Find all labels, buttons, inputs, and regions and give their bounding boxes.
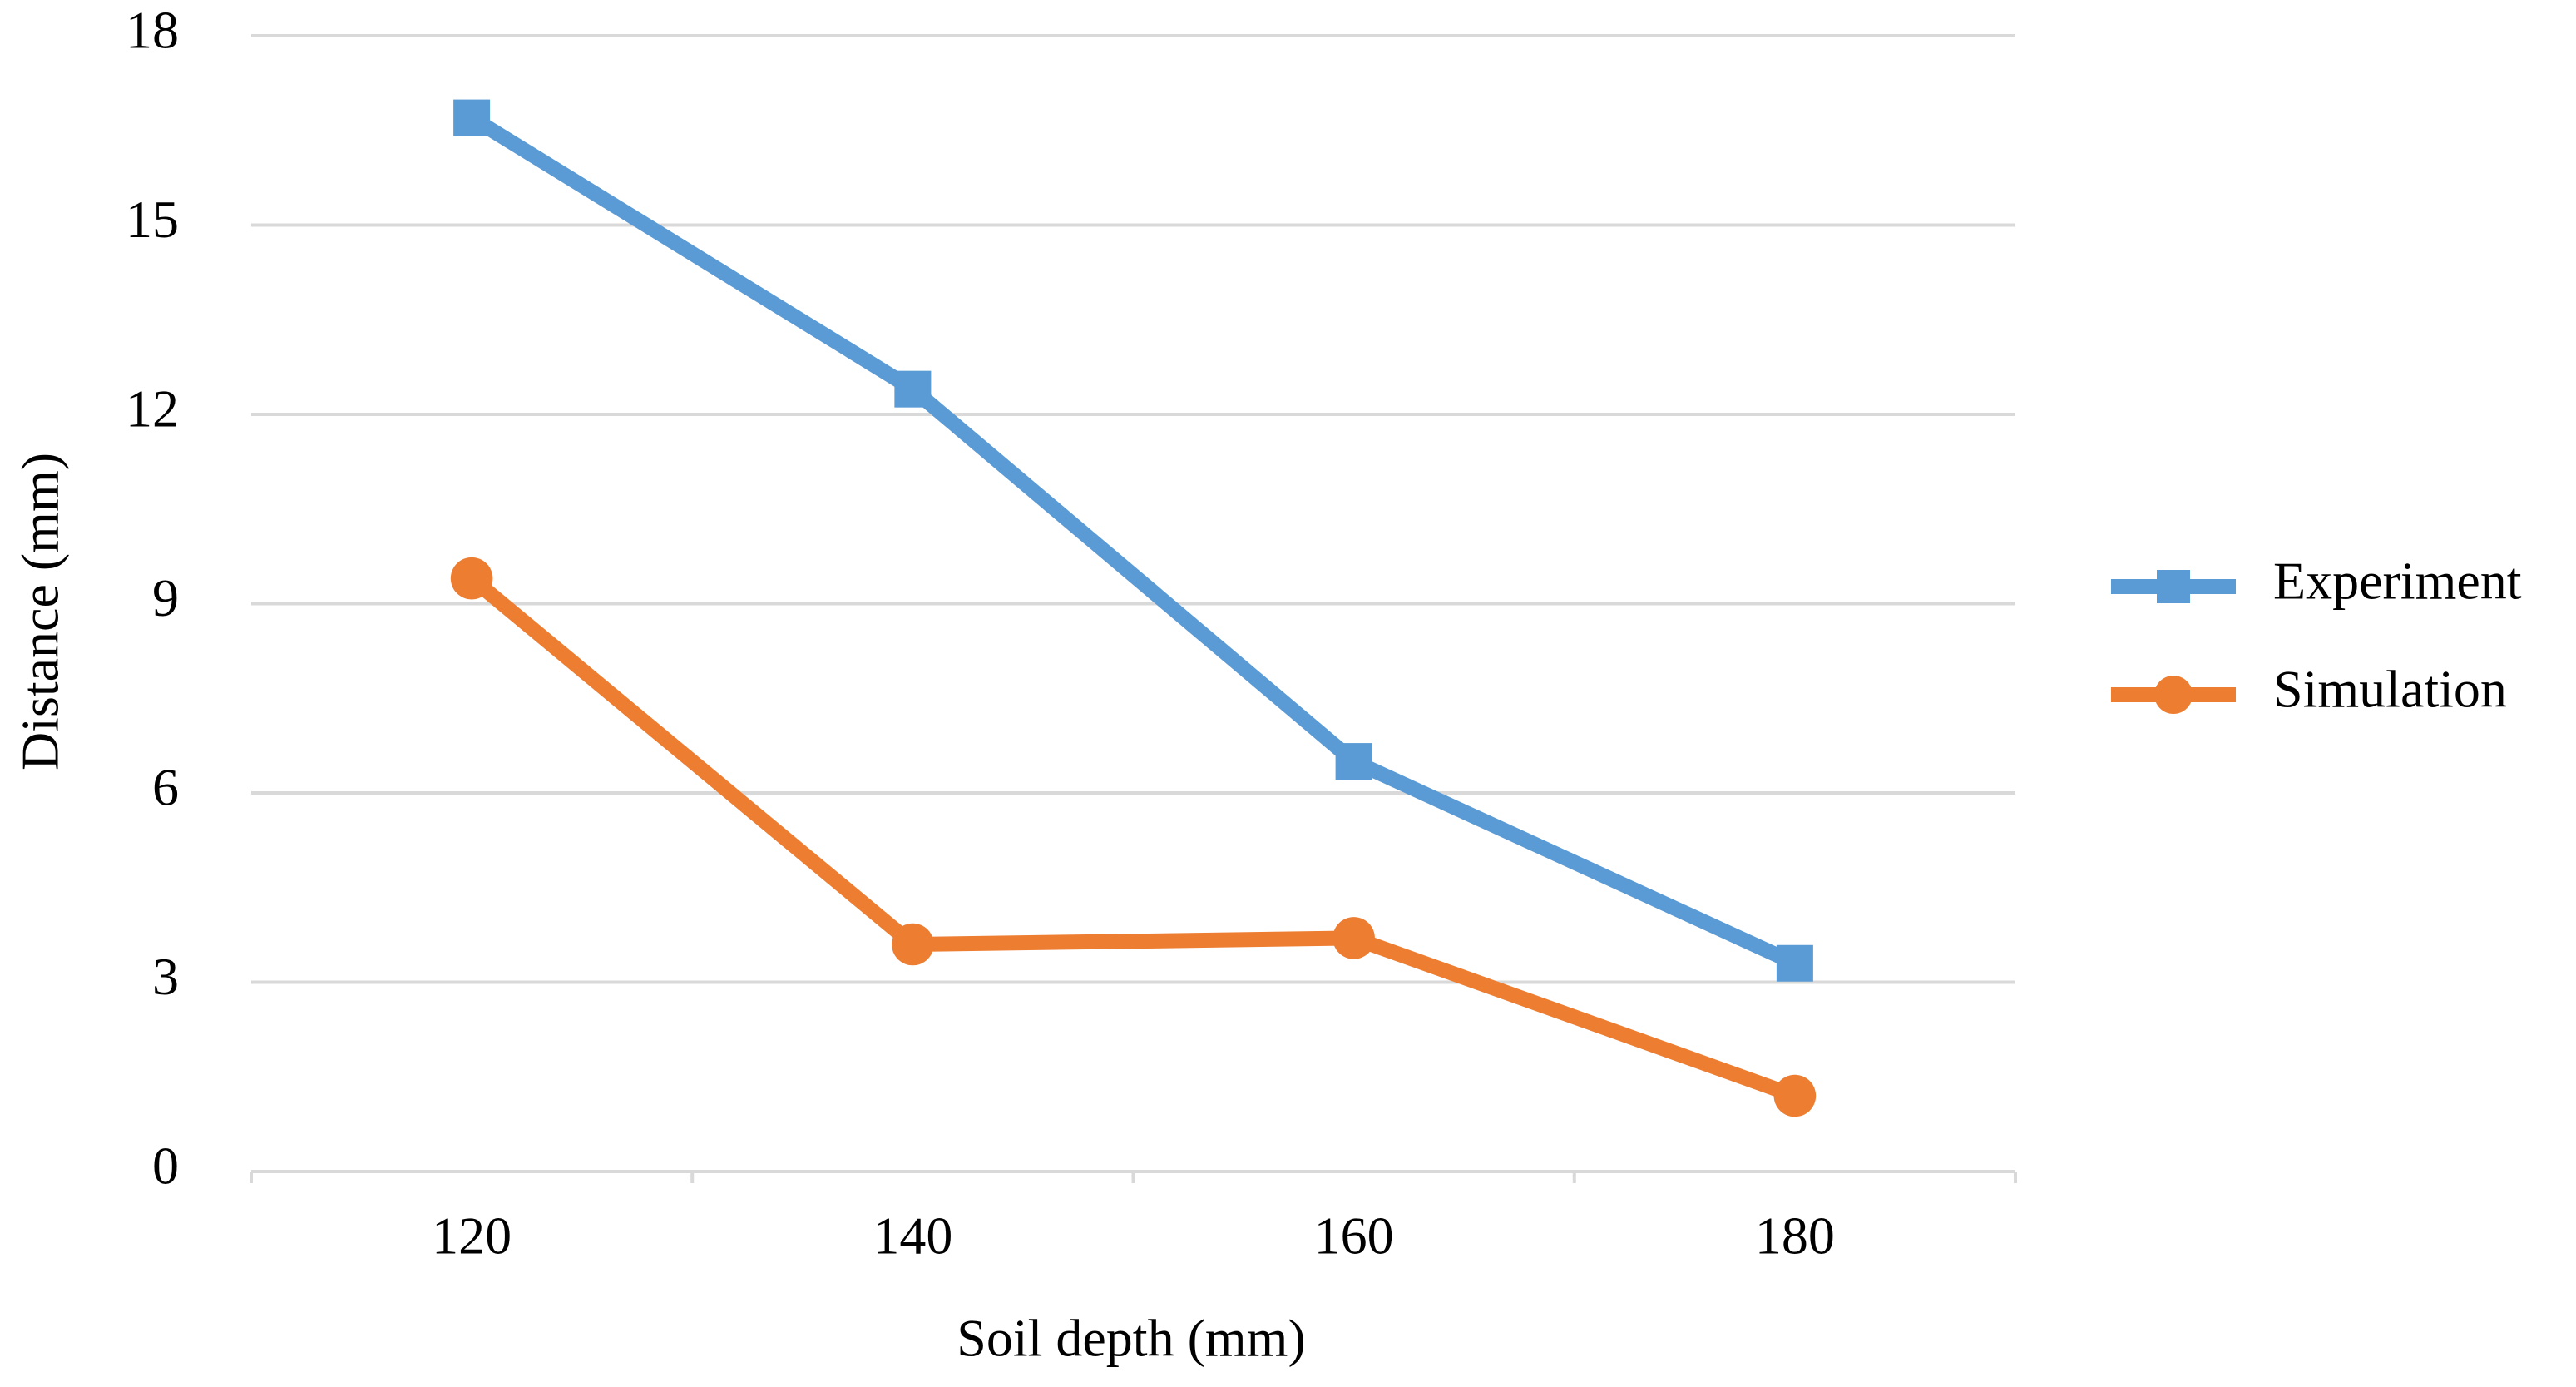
data-point <box>1335 743 1372 780</box>
data-point <box>1332 917 1375 959</box>
y-tick-label: 3 <box>152 947 179 1006</box>
legend-label: Experiment <box>2273 552 2522 611</box>
series-line <box>467 572 1797 1103</box>
x-axis-label: Soil depth (mm) <box>957 1309 1306 1368</box>
data-point <box>894 370 932 408</box>
x-tick-label: 120 <box>432 1206 512 1266</box>
data-point <box>1773 1074 1817 1117</box>
y-axis-label: Distance (mm) <box>11 453 70 770</box>
y-tick-label: 12 <box>126 379 179 438</box>
y-tick-label: 18 <box>126 1 179 60</box>
y-tick-label: 6 <box>152 758 179 817</box>
x-tick-label: 160 <box>1314 1206 1394 1266</box>
legend-marker <box>2154 676 2193 714</box>
data-point <box>450 557 493 600</box>
data-point <box>1776 944 1813 982</box>
x-tick-label: 180 <box>1755 1206 1835 1266</box>
data-point <box>892 923 934 966</box>
legend-marker <box>2157 570 2190 603</box>
legend-label: Simulation <box>2273 660 2507 719</box>
y-tick-label: 9 <box>152 568 179 627</box>
y-tick-label: 0 <box>152 1137 179 1196</box>
series-line <box>467 111 1798 970</box>
y-tick-label: 15 <box>126 190 179 249</box>
data-point <box>453 99 491 136</box>
x-tick-label: 140 <box>873 1206 952 1266</box>
